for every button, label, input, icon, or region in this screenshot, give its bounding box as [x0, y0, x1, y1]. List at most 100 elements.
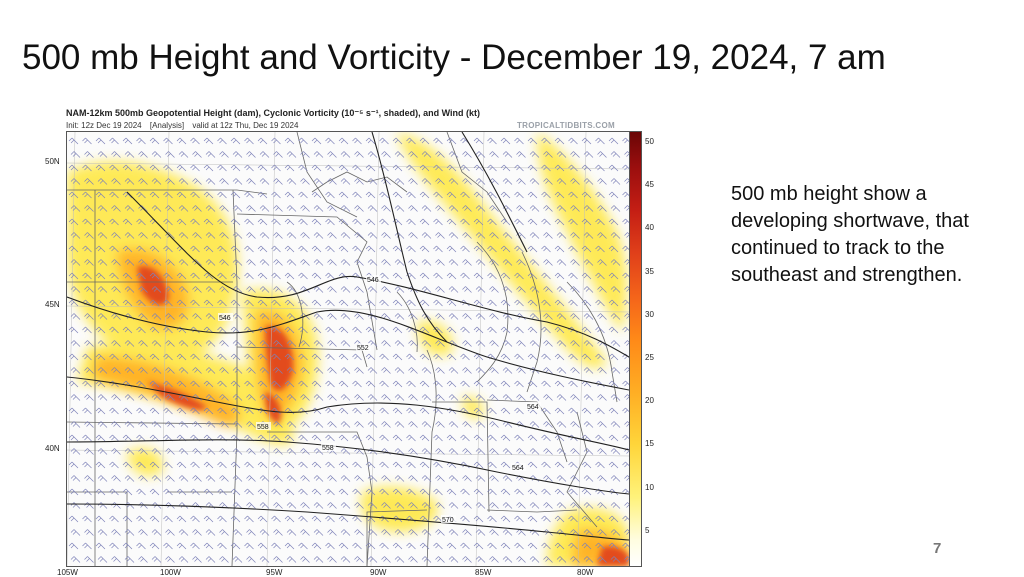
wind-barb	[178, 448, 189, 455]
wind-barb	[408, 529, 418, 536]
wind-barb	[419, 245, 430, 253]
wind-barb	[246, 502, 256, 509]
wind-barb	[340, 178, 351, 185]
wind-barb	[190, 272, 200, 280]
wind-barb	[554, 380, 565, 388]
wind-barb	[419, 353, 430, 361]
wind-barb	[124, 367, 135, 374]
wind-barb	[138, 367, 148, 374]
wind-barb	[394, 340, 405, 347]
wind-barb	[82, 488, 92, 496]
wind-barb	[311, 164, 322, 172]
wind-barb	[230, 542, 241, 550]
wind-barb	[406, 488, 416, 496]
wind-barb	[138, 556, 148, 563]
wind-barb	[352, 245, 362, 253]
wind-barb	[462, 394, 472, 401]
wind-barb	[556, 286, 567, 293]
wind-barb	[487, 272, 497, 280]
wind-barb	[95, 353, 106, 361]
wind-barb	[595, 515, 605, 523]
wind-barb	[435, 475, 445, 482]
wind-barb	[325, 164, 335, 172]
wind-barb	[286, 448, 297, 455]
wind-barb	[338, 326, 349, 334]
wind-barb	[313, 340, 324, 347]
wind-barb	[608, 515, 619, 523]
wind-barb	[554, 326, 565, 334]
wind-barb	[475, 340, 486, 347]
wind-barb	[581, 191, 592, 199]
wind-barb	[392, 407, 403, 415]
wind-barb	[327, 313, 337, 320]
wind-barb	[300, 205, 310, 212]
wind-barb	[257, 434, 268, 442]
wind-barb	[311, 218, 322, 226]
wind-barb	[111, 286, 121, 293]
wind-barb	[203, 461, 214, 469]
wind-barb	[446, 353, 457, 361]
height-contour	[371, 132, 448, 343]
wind-barb	[286, 529, 297, 536]
wind-barb	[595, 326, 605, 334]
wind-barb	[298, 461, 308, 469]
wind-barb	[475, 502, 486, 509]
wind-barb	[284, 461, 295, 469]
wind-barb	[246, 259, 256, 266]
wind-barb	[570, 205, 580, 212]
wind-barb	[313, 313, 324, 320]
wind-barb	[259, 475, 270, 482]
wind-barb	[165, 340, 175, 347]
wind-barb	[338, 218, 349, 226]
wind-barb	[298, 245, 308, 253]
wind-barb	[543, 151, 553, 158]
wind-barb	[70, 394, 81, 401]
wind-barb	[325, 434, 335, 442]
wind-barb	[568, 461, 578, 469]
wind-barb	[475, 448, 486, 455]
wind-barb	[352, 488, 362, 496]
wind-barb	[448, 556, 459, 563]
wind-barb	[433, 434, 443, 442]
wind-barb	[124, 556, 135, 563]
slide-description: 500 mb height show a developing shortwav…	[731, 183, 969, 286]
wind-barb	[122, 407, 133, 415]
wind-barb	[259, 259, 270, 266]
wind-barb	[622, 245, 629, 252]
wind-barb	[435, 259, 445, 266]
wind-barb	[624, 394, 629, 400]
wind-barb	[556, 475, 567, 482]
wind-barb	[516, 502, 526, 509]
wind-barb	[624, 367, 629, 373]
wind-barb	[500, 137, 511, 145]
wind-barb	[473, 299, 484, 307]
wind-barb	[475, 394, 486, 401]
wind-barb	[502, 151, 513, 158]
wind-barb	[340, 340, 351, 347]
wind-barb	[68, 488, 79, 496]
height-contour	[126, 191, 629, 358]
wind-barb	[421, 556, 432, 563]
wind-barb	[246, 421, 256, 428]
wind-barb	[325, 191, 335, 199]
wind-barb	[230, 164, 241, 172]
wind-barb	[190, 380, 200, 388]
wind-barb	[365, 137, 376, 145]
wind-barb	[394, 367, 405, 374]
watermark-text: TROPICALTIDBITS.COM	[517, 121, 615, 130]
wind-barb	[622, 434, 629, 441]
wind-barb	[556, 151, 567, 158]
wind-barb	[622, 380, 629, 387]
wind-barb	[622, 137, 629, 144]
wind-barb	[257, 299, 268, 307]
wind-barb	[475, 529, 486, 536]
wind-barb	[354, 259, 364, 266]
wind-barb	[394, 205, 405, 212]
wind-barb	[406, 137, 416, 145]
wind-barb	[259, 502, 270, 509]
wind-barb	[473, 407, 484, 415]
wind-barb	[502, 340, 513, 347]
wind-barb	[176, 137, 187, 145]
wind-barb	[163, 299, 173, 307]
wind-barb	[232, 529, 243, 536]
